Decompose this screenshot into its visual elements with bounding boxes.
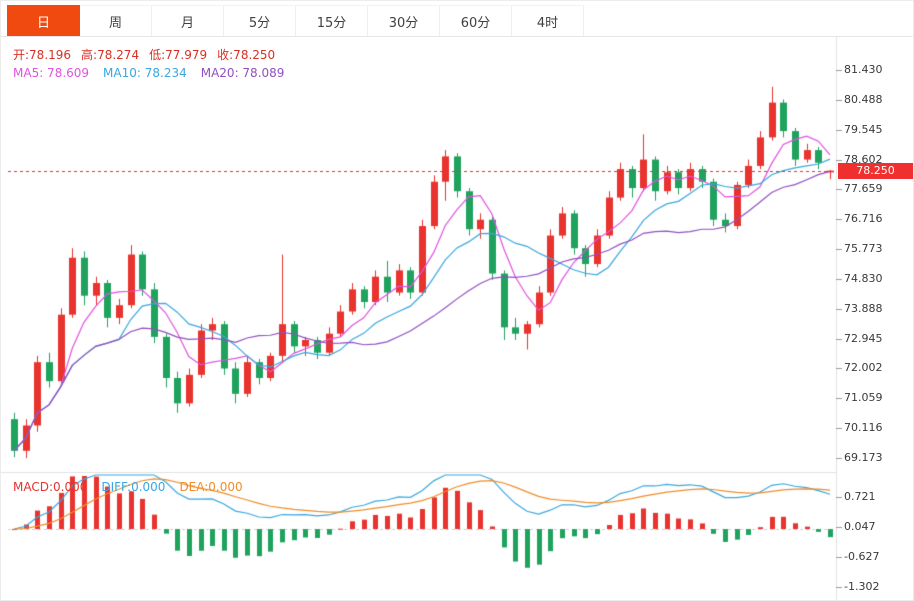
macd-tick-label: 0.721	[844, 490, 876, 503]
tab-week[interactable]: 周	[80, 5, 152, 36]
macd-tick-label: 0.047	[844, 519, 876, 533]
chart-area: 开:78.196 高:78.274 低:77.979 收:78.250 MA5: 78…	[1, 37, 913, 600]
price-tick-label: 79.545	[844, 122, 883, 136]
tab-day[interactable]: 日	[7, 5, 80, 36]
price-tick-label: 77.659	[844, 182, 883, 196]
price-tick-label: 73.888	[844, 301, 883, 315]
open-value: 开:78.196	[13, 48, 72, 62]
ma5-value: MA5: 78.609	[13, 66, 90, 80]
high-value: 高:78.274	[81, 48, 140, 62]
macd-readout: MACD:0.000 DIFF:0.000 DEA:0.000	[13, 480, 257, 494]
ma20-value: MA20: 78.089	[200, 66, 285, 80]
tab-4hour[interactable]: 4时	[512, 5, 584, 36]
tab-60min[interactable]: 60分	[440, 5, 512, 36]
tab-month[interactable]: 月	[152, 5, 224, 36]
low-value: 低:77.979	[149, 48, 208, 62]
ma-readout: MA5: 78.609 MA10: 78.234 MA20: 78.089	[13, 66, 298, 80]
macd-value: MACD:0.000	[13, 480, 88, 494]
price-tick-label: 71.059	[844, 391, 883, 405]
price-tick-label: 72.945	[844, 331, 883, 345]
ohlc-readout: 开:78.196 高:78.274 低:77.979 收:78.250	[13, 46, 285, 63]
ma10-value: MA10: 78.234	[103, 66, 187, 80]
diff-value: DIFF:0.000	[101, 480, 166, 494]
macd-tick-label: -1.302	[844, 580, 880, 593]
timeframe-tabbar: 日 周 月 5分 15分 30分 60分 4时	[1, 5, 913, 37]
price-tick-label: 80.488	[844, 92, 883, 106]
price-tick-label: 81.430	[844, 63, 883, 76]
price-tick-label: 75.773	[844, 242, 883, 256]
macd-tick-label: -0.627	[844, 549, 880, 563]
price-tick-label: 69.173	[844, 451, 883, 464]
close-value: 收:78.250	[217, 48, 276, 62]
price-tick-label: 70.116	[844, 421, 883, 435]
price-tick-label: 76.716	[844, 212, 883, 226]
candlestick-chart-canvas[interactable]	[1, 37, 913, 600]
dea-value: DEA:0.000	[179, 480, 243, 494]
price-tick-label: 74.830	[844, 271, 883, 285]
tab-15min[interactable]: 15分	[296, 5, 368, 36]
tab-30min[interactable]: 30分	[368, 5, 440, 36]
current-price-badge: 78.250	[838, 162, 913, 179]
tab-5min[interactable]: 5分	[224, 5, 296, 36]
price-tick-label: 72.002	[844, 361, 883, 375]
price-tick-label: 78.602	[844, 152, 883, 166]
